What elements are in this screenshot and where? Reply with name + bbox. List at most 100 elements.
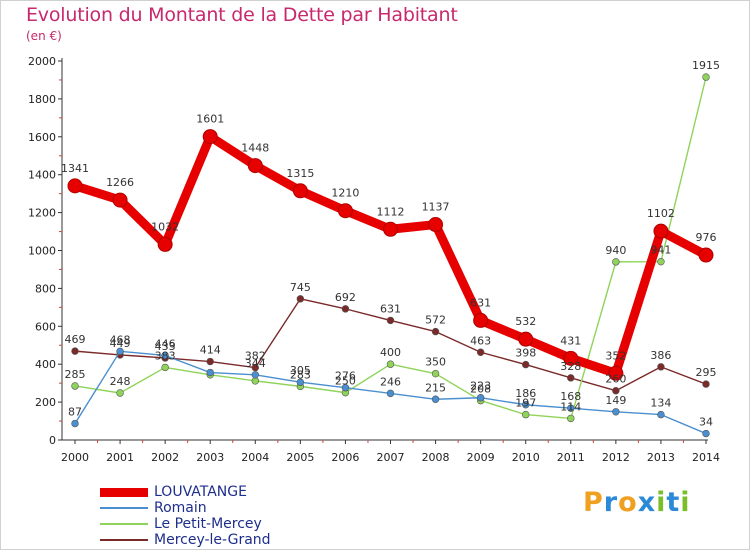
data-point-romain [71, 419, 79, 428]
data-point-mercey-le-grand [296, 295, 305, 303]
data-label-louvatange: 532 [515, 315, 536, 328]
data-point-romain [702, 429, 710, 438]
y-tick-label: 2000 [28, 55, 56, 68]
data-label-louvatange: 1448 [241, 142, 269, 155]
data-point-mercey-le-grand [612, 387, 620, 395]
x-tick-label: 2006 [331, 451, 359, 464]
data-point-romain [161, 351, 169, 360]
proxiti-logo: Proxiti [583, 487, 691, 518]
chart-subtitle: (en €) [26, 29, 62, 43]
data-point-romain [341, 383, 350, 392]
data-label-louvatange: 1266 [106, 176, 134, 189]
x-tick-label: 2013 [647, 451, 675, 464]
data-label-mercey-le-grand: 414 [200, 344, 221, 357]
data-point-mercey-le-grand [657, 363, 665, 371]
data-point-mercey-le-grand [431, 327, 440, 336]
data-point-mercey-le-grand [386, 316, 395, 325]
logo-letter: x [637, 487, 657, 518]
data-label-louvatange: 1032 [151, 220, 179, 233]
x-tick-label: 2004 [241, 451, 269, 464]
y-tick-label: 1200 [28, 207, 56, 220]
data-label-romain: 344 [245, 357, 266, 370]
data-point-louvatange [337, 203, 353, 219]
data-label-romain: 446 [155, 337, 176, 350]
data-label-romain: 276 [335, 370, 356, 383]
data-point-louvatange [292, 183, 308, 199]
data-point-mercey-le-grand [341, 305, 350, 313]
data-label-louvatange: 1315 [286, 167, 314, 180]
legend-label-romain: Romain [154, 500, 207, 516]
data-label-le-petit-mercey: 383 [155, 349, 176, 362]
logo-letter: r [603, 487, 619, 518]
data-label-louvatange: 976 [696, 231, 717, 244]
data-label-mercey-le-grand: 572 [425, 314, 446, 327]
data-point-louvatange [473, 312, 489, 328]
data-label-mercey-le-grand: 433 [155, 340, 176, 353]
data-label-mercey-le-grand: 260 [605, 373, 626, 386]
data-label-le-petit-mercey: 1915 [692, 59, 720, 72]
data-label-romain: 246 [380, 375, 401, 388]
data-point-romain [296, 378, 305, 386]
logo-letter: t [666, 487, 681, 518]
data-label-mercey-le-grand: 382 [245, 350, 266, 363]
y-tick-label: 200 [35, 396, 56, 409]
data-label-le-petit-mercey: 283 [290, 368, 311, 381]
data-point-romain [522, 401, 530, 409]
data-label-romain: 149 [605, 394, 626, 407]
data-point-romain [612, 408, 620, 416]
data-point-louvatange [563, 350, 579, 366]
data-label-mercey-le-grand: 463 [470, 334, 491, 347]
data-label-le-petit-mercey: 400 [380, 346, 401, 359]
data-point-louvatange [112, 192, 128, 208]
legend-swatch-mercey-le-grand [100, 539, 148, 541]
x-tick-label: 2003 [196, 451, 224, 464]
data-label-mercey-le-grand: 631 [380, 302, 401, 315]
legend-label-le-petit-mercey: Le Petit-Mercey [154, 516, 262, 532]
data-point-louvatange [608, 365, 624, 381]
data-label-louvatange: 1112 [377, 205, 405, 218]
data-label-mercey-le-grand: 328 [560, 360, 581, 373]
x-tick-label: 2008 [422, 451, 450, 464]
data-label-mercey-le-grand: 398 [515, 347, 536, 360]
data-label-romain: 168 [560, 390, 581, 403]
data-point-louvatange [157, 236, 173, 252]
data-label-romain: 468 [110, 333, 131, 346]
data-point-louvatange [383, 221, 398, 237]
data-point-le-petit-mercey [612, 258, 620, 266]
legend-swatch-romain [100, 507, 148, 509]
x-tick-label: 2007 [377, 451, 405, 464]
legend-item-le-petit-mercey: Le Petit-Mercey [100, 516, 271, 532]
x-tick-label: 2000 [61, 451, 89, 464]
data-label-romain: 34 [699, 416, 713, 429]
data-label-le-petit-mercey: 285 [65, 368, 86, 381]
data-point-le-petit-mercey [567, 414, 575, 423]
data-point-mercey-le-grand [71, 347, 79, 355]
x-tick-label: 2009 [467, 451, 495, 464]
data-point-louvatange [202, 129, 218, 145]
data-label-le-petit-mercey: 941 [650, 244, 671, 257]
data-point-romain [251, 371, 259, 379]
logo-letter: P [583, 487, 604, 518]
data-point-romain [476, 394, 485, 402]
data-point-le-petit-mercey [657, 257, 665, 266]
x-tick-label: 2001 [106, 451, 134, 464]
data-label-louvatange: 631 [470, 296, 491, 309]
data-point-louvatange [67, 178, 83, 194]
chart-legend: LOUVATANGE Romain Le Petit-Mercey Mercey… [100, 484, 271, 548]
data-point-mercey-le-grand [567, 374, 575, 382]
data-label-romain: 134 [650, 397, 671, 410]
y-tick-label: 600 [35, 320, 56, 333]
y-tick-label: 1400 [28, 169, 56, 182]
data-label-mercey-le-grand: 469 [65, 333, 86, 346]
data-label-louvatange: 1102 [647, 207, 675, 220]
legend-swatch-louvatange [100, 487, 148, 497]
data-point-mercey-le-grand [476, 348, 485, 356]
data-label-romain: 215 [425, 381, 446, 394]
y-tick-label: 1800 [28, 93, 56, 106]
data-point-louvatange [518, 331, 534, 347]
data-point-romain [431, 395, 440, 403]
logo-letter: i [680, 487, 691, 518]
y-tick-label: 1000 [28, 245, 56, 258]
x-tick-label: 2014 [692, 451, 720, 464]
line-chart: 0 200 400 600 800 1000 1200 1400 1600 1800 2000 200… [28, 55, 720, 464]
